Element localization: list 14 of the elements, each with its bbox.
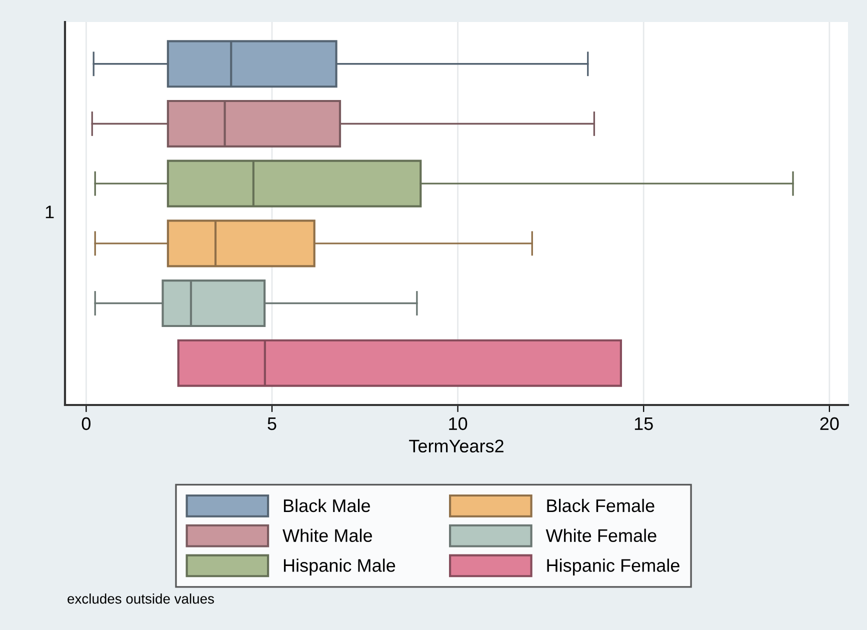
legend-label: White Female bbox=[546, 528, 656, 542]
legend-label: Black Female bbox=[547, 498, 654, 512]
y-axis-title: 1 bbox=[46, 206, 54, 218]
x-tick-label: 0 bbox=[82, 417, 90, 430]
legend-label: Black Male bbox=[284, 498, 370, 512]
legend-label: Hispanic Female bbox=[547, 558, 680, 576]
x-axis-title: TermYears2 bbox=[409, 440, 504, 452]
x-tick-label: 10 bbox=[449, 417, 468, 430]
legend-label: Hispanic Male bbox=[284, 558, 396, 576]
x-tick-label: 15 bbox=[634, 417, 653, 430]
legend-label: White Male bbox=[282, 528, 372, 542]
x-tick-label: 5 bbox=[268, 417, 276, 430]
x-tick-label: 20 bbox=[820, 417, 839, 430]
text: excludes outside values bbox=[68, 594, 214, 604]
